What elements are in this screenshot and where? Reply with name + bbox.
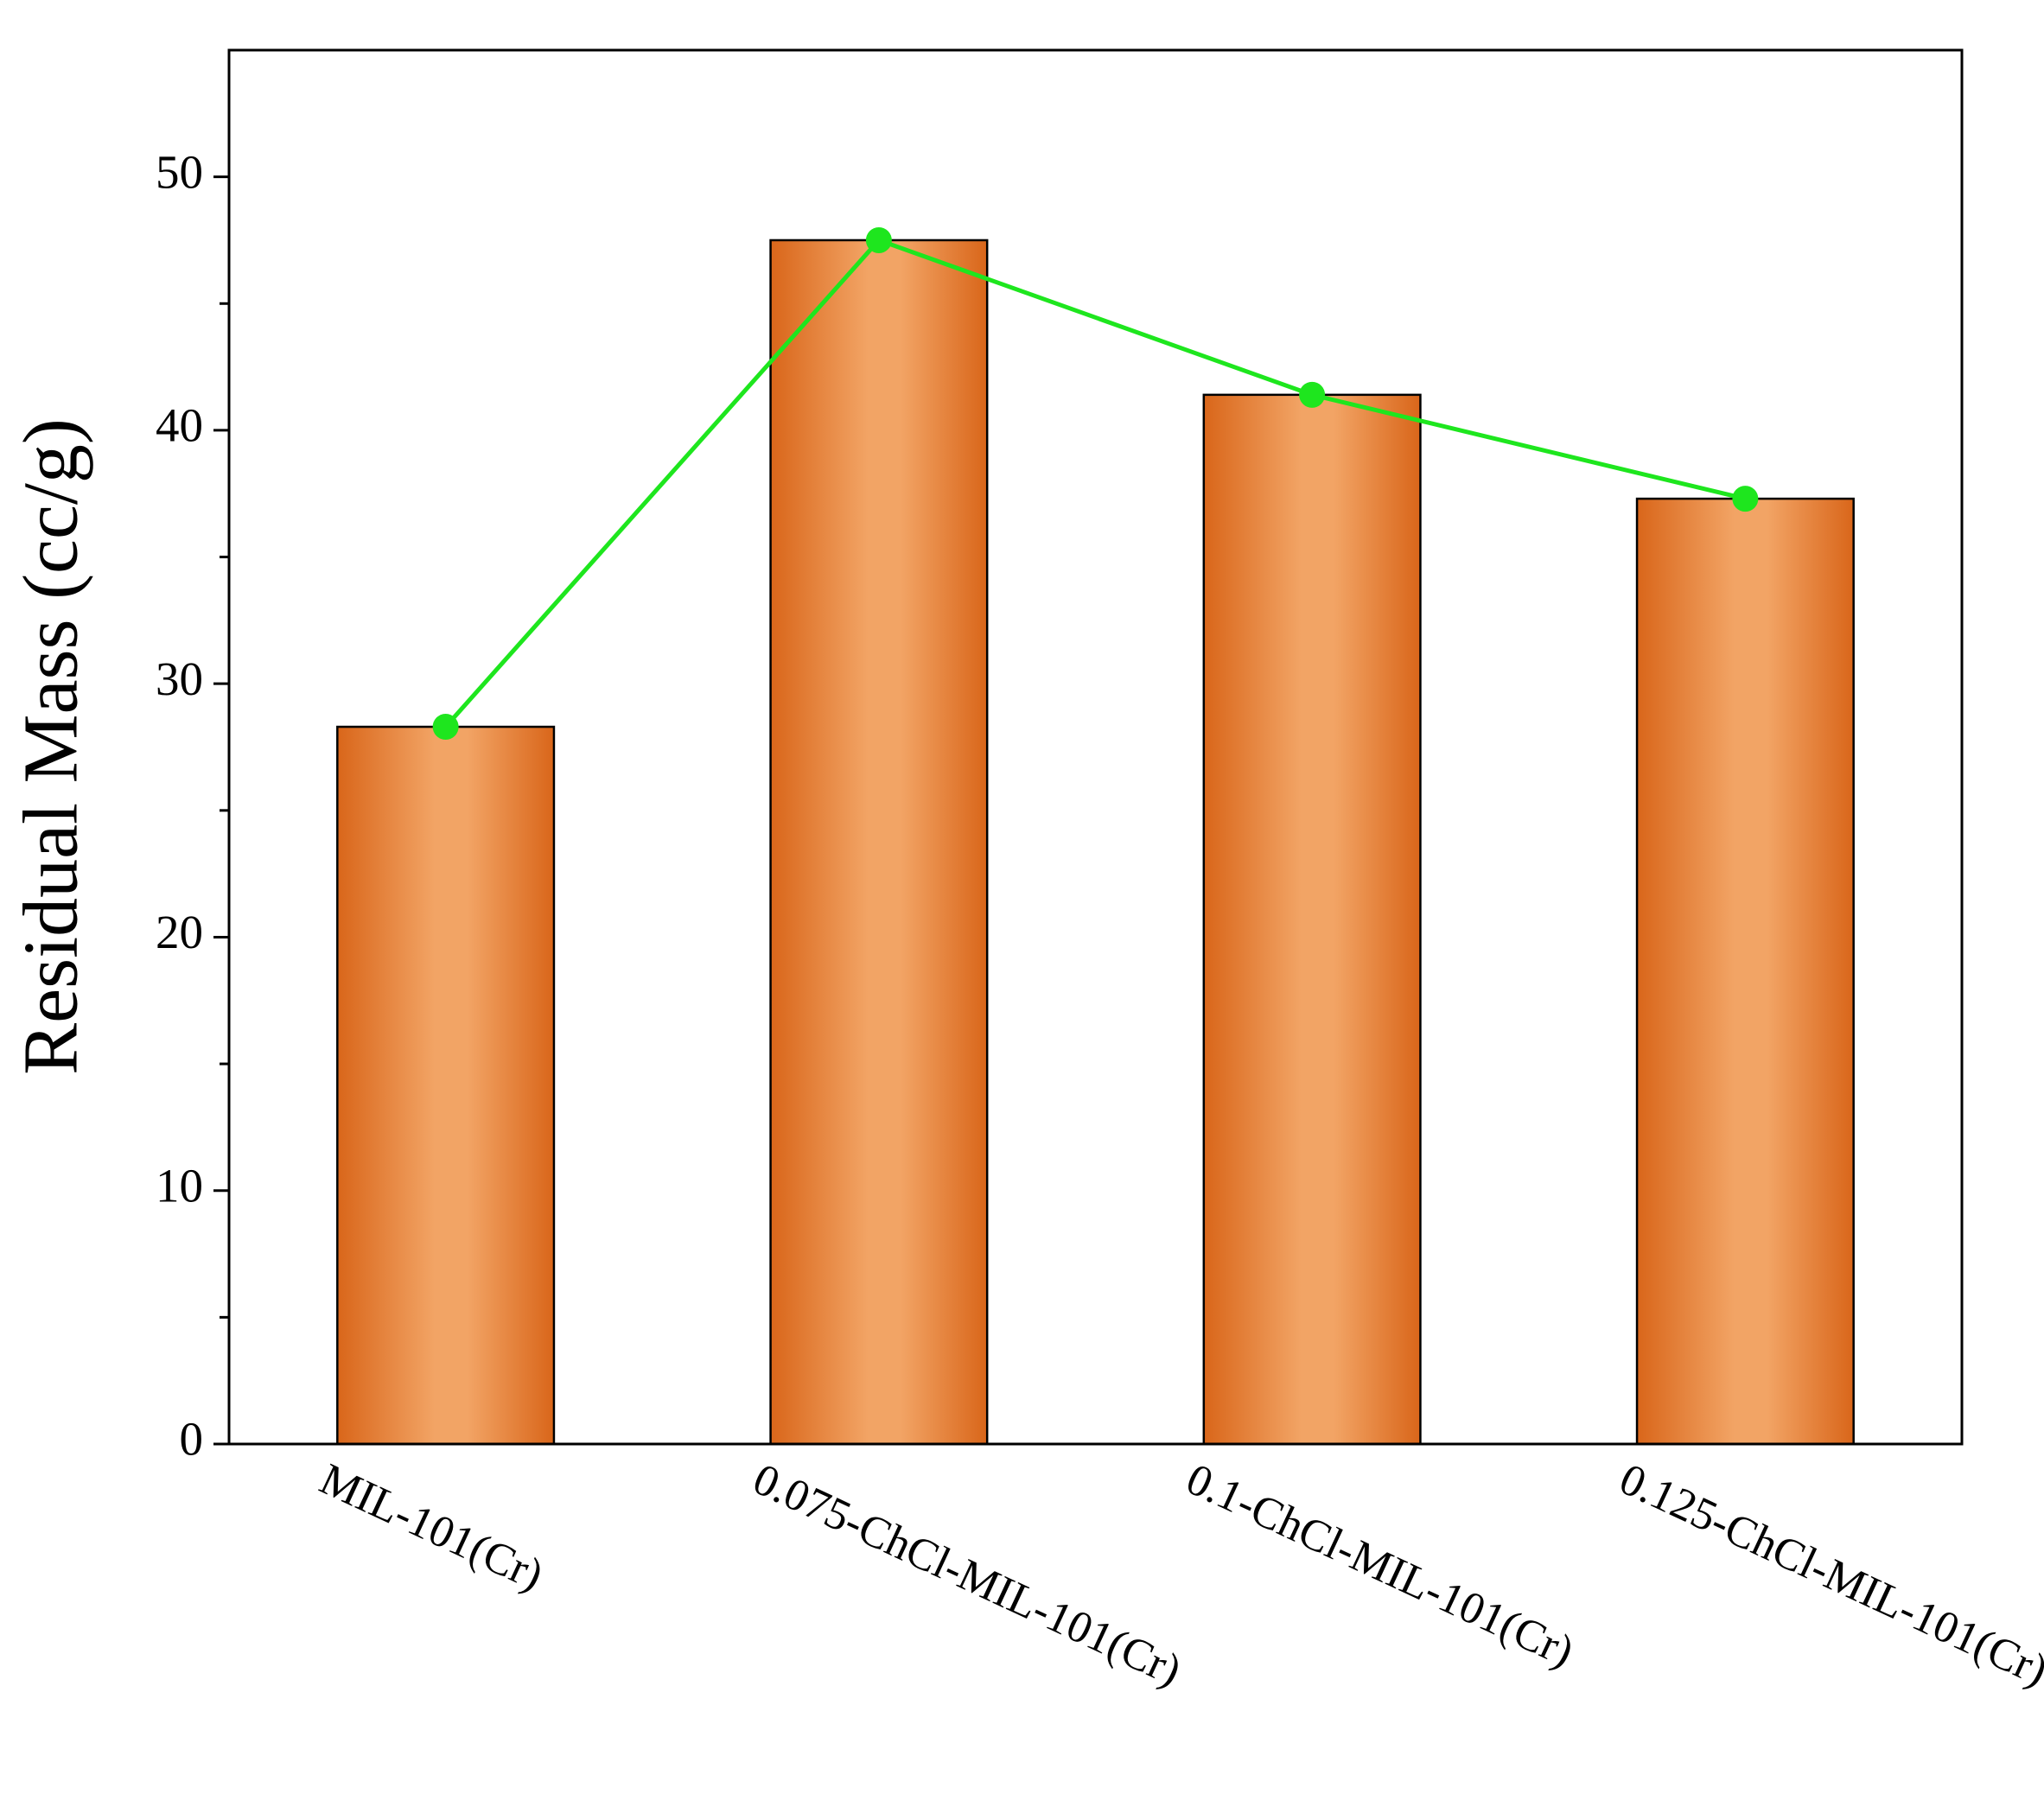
line-marker	[1299, 381, 1326, 408]
bar	[336, 725, 556, 1446]
x-tick-label: 0.075-ChCl-MIL-101(Cr)	[746, 1454, 1188, 1695]
y-tick-label: 30	[156, 652, 203, 705]
bar	[769, 239, 989, 1446]
plot-frame	[227, 48, 1964, 1446]
y-tick-label: 0	[180, 1413, 204, 1466]
y-tick-label: 50	[156, 145, 203, 198]
y-axis-label: Residual Mass (cc/g)	[9, 418, 94, 1075]
line-marker	[865, 226, 892, 253]
bar	[1635, 497, 1855, 1446]
bar	[1202, 393, 1422, 1446]
y-tick-label: 40	[156, 399, 203, 452]
x-tick-label: 0.1-ChCl-MIL-101(Cr)	[1179, 1454, 1581, 1676]
x-tick-label: 0.125-ChCl-MIL-101(Cr)	[1612, 1454, 2044, 1695]
y-tick-label: 20	[156, 906, 203, 958]
line-marker	[432, 714, 459, 741]
line-marker	[1732, 486, 1759, 512]
y-tick-label: 10	[156, 1159, 203, 1212]
line	[443, 238, 1746, 728]
x-tick-label: MIL-101(Cr)	[313, 1454, 551, 1600]
